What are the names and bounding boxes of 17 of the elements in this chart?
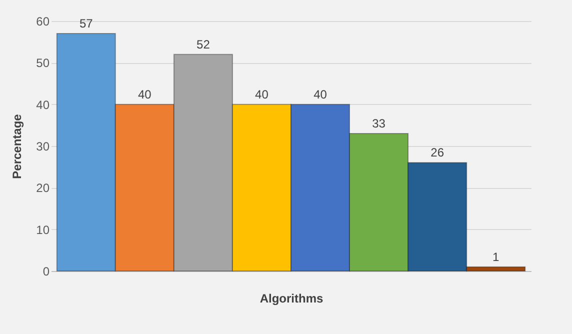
- y-tick-label: 10: [36, 222, 50, 237]
- y-tick-label: 20: [36, 181, 50, 196]
- data-label: 33: [372, 116, 386, 130]
- x-axis-title: Algorithms: [260, 292, 324, 306]
- data-label: 1: [492, 250, 500, 264]
- data-label: 40: [255, 87, 269, 102]
- y-axis-title: Percentage: [10, 114, 24, 179]
- y-tick-label: 50: [36, 56, 50, 70]
- y-tick-label: 30: [36, 140, 50, 154]
- data-label: 40: [138, 87, 152, 102]
- data-label: 40: [314, 87, 328, 102]
- data-label: 52: [196, 37, 210, 52]
- data-label: 26: [430, 146, 444, 160]
- data-label: 57: [79, 16, 94, 30]
- y-tick-label: 60: [36, 14, 50, 28]
- y-tick-label: 40: [36, 98, 50, 112]
- y-tick-label: 0: [42, 264, 50, 278]
